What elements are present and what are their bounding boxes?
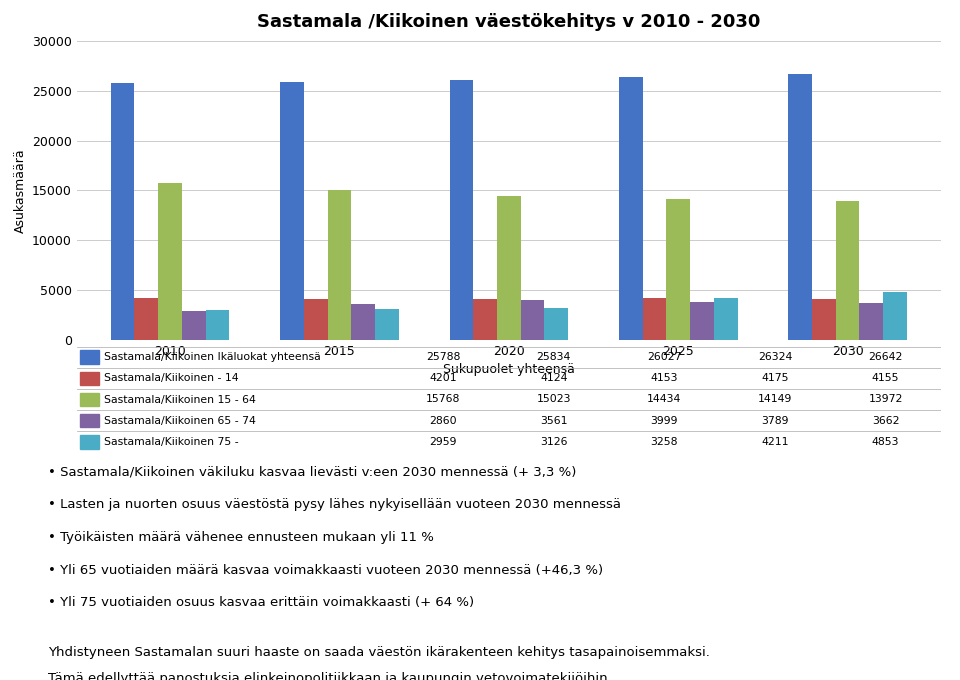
Bar (714, 298, 737, 340)
Bar (497, 196, 520, 340)
Title: Sastamala /Kiikoinen väestökehitys v 2010 - 2030: Sastamala /Kiikoinen väestökehitys v 201… (257, 13, 760, 31)
Text: 15023: 15023 (537, 394, 571, 405)
Text: Yhdistyneen Sastamalan suuri haaste on saada väestön ikärakenteen kehitys tasapa: Yhdistyneen Sastamalan suuri haaste on s… (48, 646, 709, 659)
Bar (883, 292, 907, 340)
Bar (520, 300, 544, 340)
Text: • Yli 75 vuotiaiden osuus kasvaa erittäin voimakkaasti (+ 64 %): • Yli 75 vuotiaiden osuus kasvaa erittäi… (48, 596, 474, 609)
Text: Sastamala/Kiikoinen Ikäluokat yhteensä: Sastamala/Kiikoinen Ikäluokat yhteensä (105, 352, 322, 362)
Text: 4124: 4124 (540, 373, 567, 384)
Text: • Lasten ja nuorten osuus väestöstä pysy lähes nykyisellään vuoteen 2030 menness: • Lasten ja nuorten osuus väestöstä pysy… (48, 498, 621, 511)
Text: 25788: 25788 (426, 352, 461, 362)
Text: 4211: 4211 (761, 437, 789, 447)
Y-axis label: Asukasmäärä: Asukasmäärä (13, 148, 27, 233)
Bar (181, 311, 205, 340)
Bar (473, 299, 497, 340)
Text: 25834: 25834 (537, 352, 571, 362)
Bar (110, 83, 134, 340)
Text: Sastamala/Kiikoinen 15 - 64: Sastamala/Kiikoinen 15 - 64 (105, 394, 256, 405)
Text: 2959: 2959 (429, 437, 457, 447)
Text: 14149: 14149 (757, 394, 792, 405)
Text: Sastamala/Kiikoinen 75 -: Sastamala/Kiikoinen 75 - (105, 437, 239, 447)
Bar (81, 371, 99, 386)
Bar (690, 302, 714, 340)
Bar (859, 303, 883, 340)
Text: Tämä edellyttää panostuksia elinkeinopolitiikkaan ja kaupungin vetovoimatekijöih: Tämä edellyttää panostuksia elinkeinopol… (48, 672, 612, 680)
Bar (280, 82, 303, 340)
Bar (303, 299, 327, 340)
X-axis label: Sukupuolet yhteensä: Sukupuolet yhteensä (443, 363, 575, 377)
Text: 26642: 26642 (868, 352, 902, 362)
Bar (666, 199, 690, 340)
Bar (81, 413, 99, 428)
Bar (81, 435, 99, 449)
Text: Sastamala/Kiikoinen 65 - 74: Sastamala/Kiikoinen 65 - 74 (105, 415, 256, 426)
Bar (134, 298, 158, 340)
Text: 14434: 14434 (647, 394, 682, 405)
Text: 4153: 4153 (651, 373, 678, 384)
Bar (812, 299, 836, 340)
Text: 3126: 3126 (540, 437, 567, 447)
Text: • Työikäisten määrä vähenee ennusteen mukaan yli 11 %: • Työikäisten määrä vähenee ennusteen mu… (48, 531, 434, 544)
Text: 4201: 4201 (429, 373, 457, 384)
Text: 3258: 3258 (651, 437, 678, 447)
Bar (642, 299, 666, 340)
Bar (351, 305, 375, 340)
Text: • Yli 65 vuotiaiden määrä kasvaa voimakkaasti vuoteen 2030 mennessä (+46,3 %): • Yli 65 vuotiaiden määrä kasvaa voimakk… (48, 564, 603, 577)
Bar (327, 190, 351, 340)
Bar (619, 78, 642, 340)
Text: 13972: 13972 (868, 394, 902, 405)
Text: Sastamala/Kiikoinen - 14: Sastamala/Kiikoinen - 14 (105, 373, 239, 384)
Bar (375, 309, 398, 340)
Text: 4853: 4853 (872, 437, 900, 447)
Text: 3662: 3662 (872, 415, 900, 426)
Bar (205, 311, 229, 340)
Text: 26027: 26027 (647, 352, 682, 362)
Text: 3561: 3561 (540, 415, 567, 426)
Bar (158, 183, 181, 340)
Text: 4175: 4175 (761, 373, 789, 384)
Text: 2860: 2860 (429, 415, 457, 426)
Bar (788, 74, 812, 340)
Bar (544, 307, 568, 340)
Text: 3999: 3999 (651, 415, 678, 426)
Text: 3789: 3789 (761, 415, 789, 426)
Text: • Sastamala/Kiikoinen väkiluku kasvaa lievästi v:een 2030 mennessä (+ 3,3 %): • Sastamala/Kiikoinen väkiluku kasvaa li… (48, 466, 576, 479)
Text: 15768: 15768 (426, 394, 461, 405)
Bar (449, 80, 473, 340)
Bar (836, 201, 859, 340)
Bar (81, 392, 99, 407)
Text: 4155: 4155 (872, 373, 900, 384)
Text: 26324: 26324 (757, 352, 792, 362)
Bar (81, 350, 99, 364)
